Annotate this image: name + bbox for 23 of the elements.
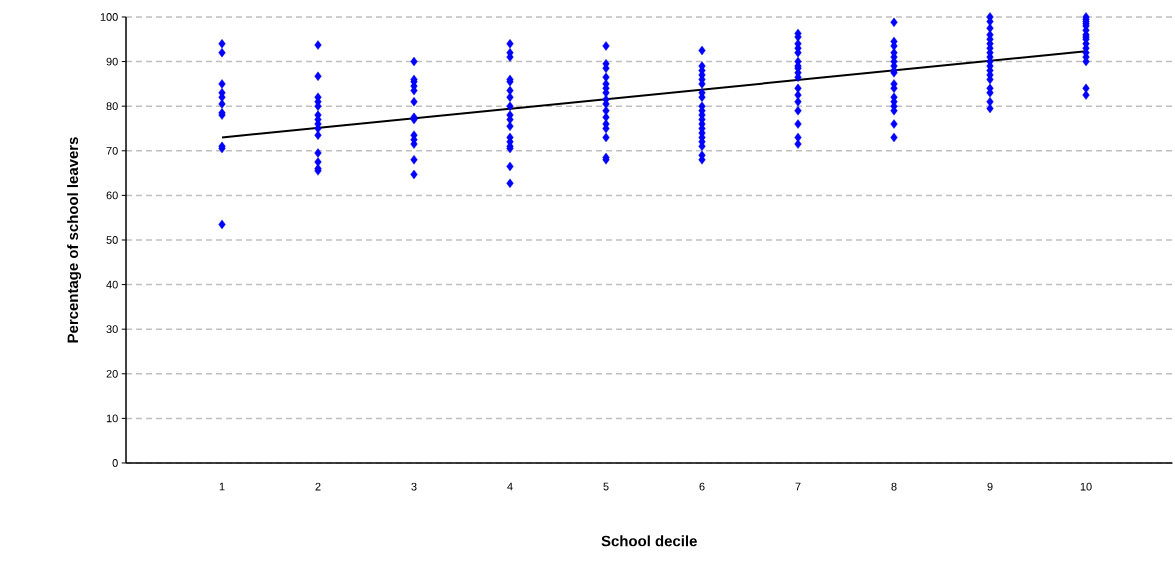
y-tick-label: 40 xyxy=(106,280,118,289)
y-tick-label: 30 xyxy=(106,325,118,334)
y-tick-label: 70 xyxy=(106,146,118,155)
x-tick-label: 3 xyxy=(411,482,417,491)
y-tick-label: 20 xyxy=(106,369,118,378)
y-tick-label: 0 xyxy=(112,459,118,467)
x-tick-label: 5 xyxy=(603,482,609,491)
x-tick-label: 9 xyxy=(987,482,993,491)
y-tick-label: 80 xyxy=(106,102,118,111)
y-tick-label: 60 xyxy=(106,191,118,200)
y-tick-label: 100 xyxy=(100,13,118,21)
y-tick-label: 10 xyxy=(106,414,118,423)
y-tick-label: 90 xyxy=(106,57,118,66)
x-axis-title: School decile xyxy=(601,535,697,547)
x-tick-label: 4 xyxy=(507,482,513,491)
y-tick-label: 50 xyxy=(106,236,118,244)
x-tick-label: 6 xyxy=(699,482,705,491)
x-tick-label: 7 xyxy=(795,482,801,491)
x-tick-label: 10 xyxy=(1080,482,1092,491)
x-tick-label: 2 xyxy=(315,482,321,491)
x-tick-label: 1 xyxy=(219,482,225,491)
x-tick-label: 8 xyxy=(891,482,897,491)
y-axis-title: Percentage of school leavers xyxy=(67,137,82,343)
